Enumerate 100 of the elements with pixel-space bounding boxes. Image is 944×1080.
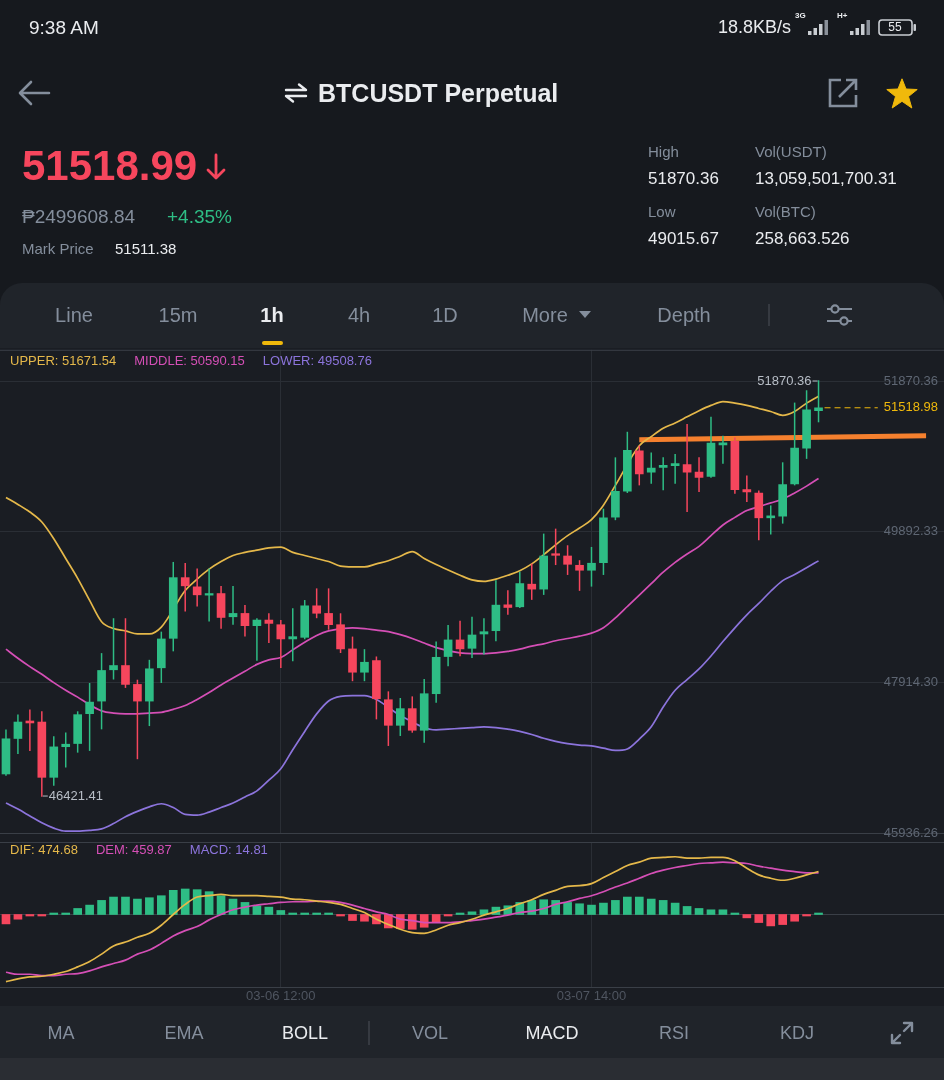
text: Line (55, 304, 93, 326)
candlestick (814, 380, 823, 423)
line-series (5, 395, 820, 635)
candlestick (694, 457, 704, 492)
text: LOWER: 49508.76 (262, 353, 372, 368)
bar (276, 910, 286, 915)
candlestick (85, 682, 94, 751)
bar (252, 905, 262, 915)
bar (121, 896, 130, 915)
text: VOL (411, 1023, 449, 1043)
bar (288, 912, 298, 915)
bar (646, 898, 656, 915)
text: More (522, 304, 568, 326)
text: MACD (525, 1023, 579, 1043)
y-tick-label: 45936.26 (883, 824, 938, 840)
text: High (648, 142, 679, 160)
text: Depth (657, 304, 711, 326)
candlestick (360, 649, 369, 682)
bar (563, 902, 572, 915)
bar (300, 912, 310, 915)
text: BTCUSDT Perpetual (318, 78, 559, 107)
bar (419, 914, 429, 928)
y-tick-label: 51870.36 (883, 372, 938, 388)
candlestick (407, 696, 417, 733)
candlestick (742, 475, 752, 502)
bar (670, 902, 680, 915)
candlestick (228, 586, 238, 625)
bar (1, 914, 11, 925)
annotation: 51870.36 (757, 372, 812, 388)
bar (145, 897, 154, 915)
bar (49, 912, 59, 915)
bar (611, 900, 620, 915)
bar (109, 896, 118, 915)
line-series (5, 477, 820, 715)
text: 55 (888, 20, 902, 34)
candlestick (288, 608, 298, 662)
bar (754, 914, 764, 923)
text: 51511.38 (115, 239, 177, 257)
text: DEM: 459.87 (95, 842, 172, 857)
ref-line-label: 51518.98 (883, 399, 938, 415)
candlestick (587, 546, 596, 587)
bar (312, 912, 321, 915)
text: +4.35% (167, 205, 232, 227)
text: 18.8KB/s (718, 17, 792, 37)
candlestick (180, 562, 190, 612)
candlestick (312, 588, 321, 619)
text: 258,663.526 (755, 228, 850, 248)
text: 13,059,501,700.31 (755, 168, 897, 188)
text: BOLL (281, 1023, 329, 1043)
text: 1h (260, 304, 284, 326)
candlestick (527, 563, 537, 600)
candlestick (646, 452, 656, 484)
candlestick (395, 697, 405, 736)
candlestick (658, 457, 668, 491)
bar (814, 912, 823, 915)
candlestick (324, 588, 333, 630)
bar (264, 906, 274, 915)
candlestick (109, 618, 118, 680)
text: 51870.36 (648, 168, 719, 188)
text: 4h (347, 304, 371, 326)
candlestick (551, 528, 560, 566)
candlestick (13, 714, 23, 754)
candlestick (467, 616, 477, 658)
candlestick (575, 560, 584, 591)
text: MIDDLE: 50590.15 (134, 353, 245, 368)
bar (658, 900, 668, 915)
line-series (5, 560, 820, 833)
bar (324, 912, 333, 915)
bar (133, 898, 142, 915)
candlestick (276, 619, 286, 668)
bar (778, 914, 788, 925)
candlestick (240, 605, 250, 637)
text: 51518.99 (22, 142, 198, 189)
bar (85, 904, 94, 915)
y-tick-label: 47914.30 (883, 673, 938, 689)
candlestick (634, 445, 644, 486)
text: 9:38 AM (29, 16, 99, 38)
bar (802, 914, 811, 917)
text: ₱2499608.84 (22, 205, 136, 227)
annotation: 46421.41 (48, 787, 104, 803)
bar (742, 914, 752, 919)
candlestick (503, 590, 513, 615)
y-tick-label: 49892.33 (883, 523, 938, 539)
text: 1D (432, 304, 458, 326)
text: 15m (158, 304, 198, 326)
candlestick (443, 624, 453, 667)
text: DIF: 474.68 (10, 842, 78, 857)
bar (180, 888, 190, 915)
bar (706, 909, 716, 915)
text: KDJ (779, 1023, 815, 1043)
x-tick-label: 03-06 12:00 (246, 988, 316, 1004)
text: Vol(BTC) (755, 202, 816, 220)
candlestick (61, 732, 71, 768)
bar (587, 904, 596, 915)
text: RSI (658, 1023, 690, 1043)
candlestick (718, 435, 728, 464)
bar (168, 890, 178, 915)
bar (61, 912, 71, 915)
text: MACD: 14.81 (189, 842, 268, 857)
candlestick (348, 636, 357, 682)
